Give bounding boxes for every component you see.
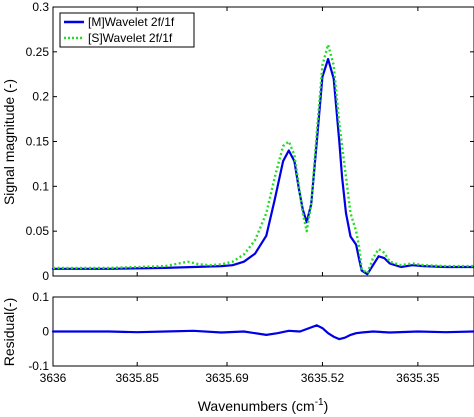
- residual-y-ticks: -0.1 0 0.1: [28, 290, 474, 373]
- residual-x-tick-label: 3635.52: [301, 371, 345, 385]
- signal-plot-area: [52, 6, 474, 277]
- legend-label-m: [M]Wavelet 2f/1f: [88, 15, 175, 29]
- legend-label-s: [S]Wavelet 2f/1f: [88, 31, 173, 45]
- signal-series-line-0: [51, 57, 474, 276]
- residual-panel: -0.1 0 0.1 3636 3635.85 3635.69 3635.52 3635.3…: [1, 290, 474, 414]
- residual-x-tick-label: 3636: [40, 371, 67, 385]
- legend: [M]Wavelet 2f/1f [S]Wavelet 2f/1f: [59, 12, 195, 48]
- residual-series-line-0: [51, 324, 474, 341]
- signal-series: [51, 43, 474, 276]
- residual-y-tick-label: 0: [42, 325, 49, 339]
- signal-y-ticks: 0 0.05 0.1 0.15 0.2 0.25 0.3: [26, 0, 474, 283]
- signal-panel: 0 0.05 0.1 0.15 0.2 0.25 0.3 Signal magnitude …: [1, 0, 474, 283]
- signal-y-tick-label: 0: [42, 269, 49, 283]
- residual-x-tick-label: 3635.69: [205, 371, 249, 385]
- signal-y-tick-label: 0.25: [26, 45, 50, 59]
- signal-y-tick-label: 0.05: [26, 224, 50, 238]
- residual-y-axis-label: Residual(-): [1, 298, 17, 366]
- x-axis-label: Wavenumbers (cm-1): [198, 397, 329, 414]
- residual-x-tick-label: 3635.85: [116, 371, 160, 385]
- signal-series-line-1: [53, 43, 474, 275]
- signal-y-tick-label: 0.1: [32, 179, 49, 193]
- residual-series: [51, 324, 474, 341]
- signal-y-axis-label: Signal magnitude (-): [1, 79, 17, 205]
- residual-x-ticks: 3636 3635.85 3635.69 3635.52 3635.35: [40, 297, 440, 385]
- residual-y-tick-label: 0.1: [32, 290, 49, 304]
- residual-x-tick-label: 3635.35: [396, 371, 440, 385]
- signal-y-tick-label: 0.3: [32, 0, 49, 14]
- legend-box: [59, 12, 195, 48]
- signal-x-ticks: [52, 7, 419, 276]
- signal-y-tick-label: 0.2: [32, 90, 49, 104]
- residual-y-tick-label: -0.1: [28, 359, 49, 373]
- signal-y-tick-label: 0.15: [26, 135, 50, 149]
